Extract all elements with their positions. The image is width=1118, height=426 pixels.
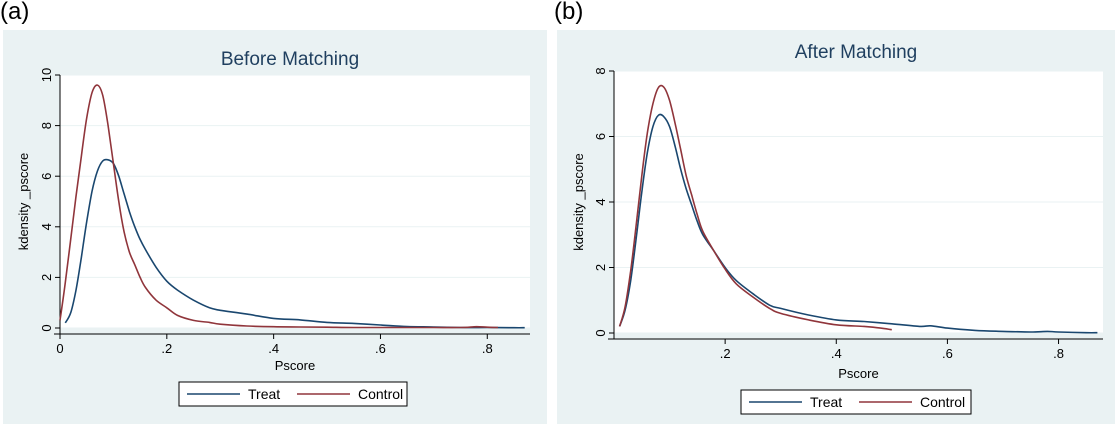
y-tick-label: 2 [593, 264, 608, 271]
x-tick-label: .8 [482, 341, 493, 356]
x-tick-label: .6 [375, 341, 386, 356]
series-line-treat [64, 158, 525, 329]
x-axis-label: Pscore [275, 358, 315, 373]
y-tick-label: 8 [593, 67, 608, 74]
y-axis-label: kdensity _pscore [16, 153, 31, 251]
chart-1: 0 2 4 6 8 10 0 .2 .4 .6 .8 Before Matching Pscore kde… [3, 30, 547, 424]
x-tick-label: .8 [1053, 346, 1064, 361]
plot-area [60, 75, 530, 328]
y-tick-label: 6 [593, 133, 608, 140]
x-tick-label: .2 [161, 341, 172, 356]
y-tick-label: 2 [39, 274, 54, 281]
legend-label-control: Control [920, 394, 965, 410]
x-tick-label: .2 [720, 346, 731, 361]
chart-title: Before Matching [221, 49, 359, 70]
y-tick-label: 4 [39, 223, 54, 230]
legend-label-treat: Treat [248, 386, 280, 402]
y-tick-label: 0 [39, 324, 54, 331]
y-tick-label: 6 [39, 173, 54, 180]
x-tick-label: .6 [942, 346, 953, 361]
x-tick-label: 0 [56, 341, 63, 356]
series-line-treat [618, 113, 1098, 334]
legend-label-treat: Treat [810, 394, 842, 410]
x-tick-label: .4 [831, 346, 842, 361]
y-tick-label: 10 [39, 68, 54, 82]
panel-label-a: (a) [0, 0, 30, 25]
x-tick-label: .4 [268, 341, 279, 356]
y-tick-label: 0 [593, 329, 608, 336]
panel-label-b: (b) [554, 0, 584, 25]
legend-label-control: Control [358, 386, 403, 402]
y-tick-label: 8 [39, 122, 54, 129]
x-axis-label: Pscore [838, 366, 878, 381]
y-axis-label: kdensity _pscore [571, 153, 586, 251]
series-line-control [618, 84, 892, 331]
y-tick-label: 4 [593, 198, 608, 205]
chart-title: After Matching [795, 42, 918, 63]
series-line-control [59, 84, 499, 329]
chart-2: 0 2 4 6 8 .2 .4 .6 .8 After Matching Pscore kdensit… [557, 30, 1115, 424]
